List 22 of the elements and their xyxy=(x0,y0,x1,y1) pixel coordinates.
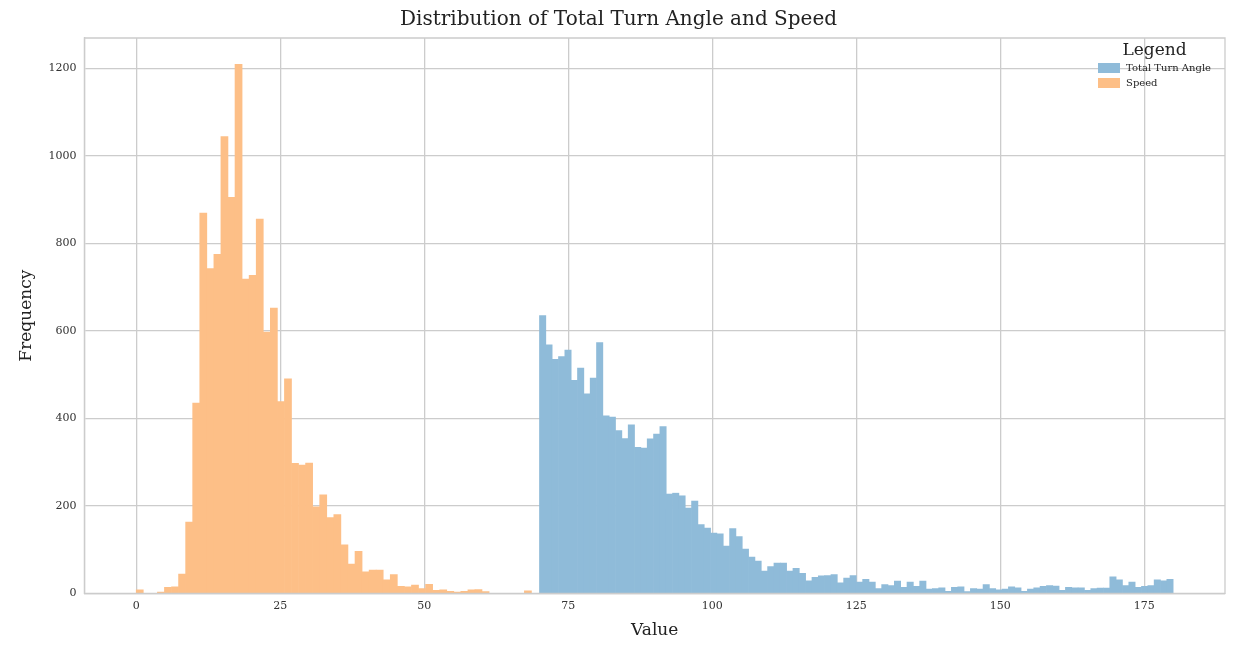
y-tick-label: 400 xyxy=(55,411,77,425)
y-axis-title: Frequency xyxy=(14,269,35,362)
x-tick-label: 75 xyxy=(561,598,576,612)
y-tick-label: 200 xyxy=(55,498,77,512)
x-tick-label: 0 xyxy=(132,598,140,612)
y-tick-label: 1000 xyxy=(48,148,77,162)
legend-label: Speed xyxy=(1126,76,1158,90)
y-tick-label: 1200 xyxy=(48,61,77,75)
x-tick-label: 150 xyxy=(989,598,1011,612)
x-tick-label: 175 xyxy=(1133,598,1155,612)
bar xyxy=(524,590,532,594)
x-tick-label: 125 xyxy=(845,598,867,612)
y-tick-label: 600 xyxy=(55,323,77,337)
x-axis-title: Value xyxy=(630,619,679,640)
x-tick-label: 100 xyxy=(701,598,723,612)
chart-title: Distribution of Total Turn Angle and Speed xyxy=(399,6,838,31)
x-tick-label: 25 xyxy=(273,598,288,612)
x-tick-label: 50 xyxy=(417,598,432,612)
y-tick-label: 800 xyxy=(55,236,77,250)
legend-title: Legend xyxy=(1121,38,1188,60)
y-tick-label: 0 xyxy=(69,586,77,600)
legend-label: Total Turn Angle xyxy=(1126,61,1211,75)
